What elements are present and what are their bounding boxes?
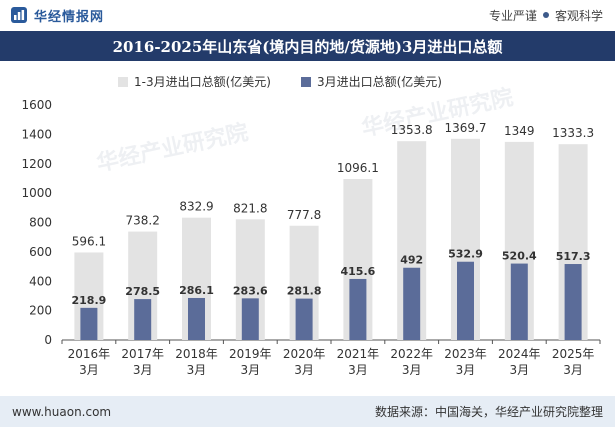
y-tick-label-7: 1400 — [21, 127, 52, 141]
bar-series2-7 — [457, 261, 474, 340]
x-tick-label-9-line2: 3月 — [563, 363, 583, 377]
bar-series2-3 — [241, 298, 259, 340]
x-tick-label-0-line1: 2016年 — [68, 347, 111, 361]
y-tick-label-3: 600 — [29, 245, 52, 259]
tagline: 专业严谨 客观科学 — [489, 7, 603, 24]
legend-item-series1: 1-3月进出口总额(亿美元) — [118, 73, 271, 90]
data-label-series2-2: 286.1 — [179, 284, 214, 297]
data-label-series1-9: 1333.3 — [552, 126, 594, 140]
bar-series2-9 — [564, 264, 582, 340]
tagline-left: 专业严谨 — [488, 8, 537, 23]
x-tick-label-7-line2: 3月 — [456, 363, 476, 377]
y-tick-label-2: 400 — [29, 274, 52, 288]
data-label-series2-9: 517.3 — [556, 250, 591, 263]
x-tick-label-0-line2: 3月 — [79, 363, 99, 377]
x-tick-label-7-line1: 2023年 — [444, 347, 487, 361]
data-label-series1-4: 777.8 — [287, 208, 321, 222]
footer-source: 数据来源：中国海关，华经产业研究院整理 — [374, 405, 603, 419]
x-tick-label-3-line1: 2019年 — [229, 347, 272, 361]
data-label-series1-5: 1096.1 — [337, 161, 379, 175]
x-tick-label-3-line2: 3月 — [240, 363, 260, 377]
x-tick-label-5-line1: 2021年 — [337, 347, 380, 361]
data-label-series1-2: 832.9 — [179, 200, 213, 214]
bar-series2-0 — [80, 307, 98, 340]
legend-item-series2: 3月进出口总额(亿美元) — [300, 73, 442, 90]
y-tick-label-5: 1000 — [21, 186, 52, 200]
x-tick-label-8-line2: 3月 — [509, 363, 529, 377]
chart-legend: 1-3月进出口总额(亿美元) 3月进出口总额(亿美元) — [118, 73, 472, 90]
top-bar: 华经情报网 专业严谨 客观科学 — [0, 0, 615, 30]
data-label-series2-5: 415.6 — [341, 265, 376, 278]
chart-title-bar: 2016-2025年山东省(境内目的地/货源地)3月进出口总额 — [0, 31, 615, 61]
legend-label-series2: 3月进出口总额(亿美元) — [316, 75, 442, 89]
footer-bar: www.huaon.com 数据来源：中国海关，华经产业研究院整理 — [0, 396, 615, 427]
y-tick-label-6: 1200 — [21, 157, 52, 171]
brand: 华经情报网 — [10, 6, 104, 25]
data-label-series1-3: 821.8 — [233, 201, 267, 215]
chart-title: 2016-2025年山东省(境内目的地/货源地)3月进出口总额 — [112, 37, 503, 56]
data-label-series1-7: 1369.7 — [445, 121, 487, 135]
data-label-series1-6: 1353.8 — [391, 123, 433, 137]
data-label-series2-3: 283.6 — [233, 284, 268, 297]
data-label-series1-8: 1349 — [504, 124, 535, 138]
bar-series2-4 — [295, 298, 313, 340]
x-tick-label-4-line1: 2020年 — [283, 347, 326, 361]
legend-swatch-series2 — [300, 76, 311, 87]
x-tick-label-4-line2: 3月 — [294, 363, 314, 377]
data-label-series2-8: 520.4 — [502, 250, 537, 263]
x-tick-label-1-line1: 2017年 — [121, 347, 164, 361]
x-tick-label-8-line1: 2024年 — [498, 347, 541, 361]
data-label-series2-6: 492 — [400, 254, 423, 267]
bar-series2-2 — [188, 297, 205, 340]
x-tick-label-2-line2: 3月 — [187, 363, 207, 377]
tagline-right: 客观科学 — [554, 8, 603, 23]
bar-series2-5 — [349, 278, 367, 340]
bar-series2-1 — [134, 299, 152, 340]
bullet-dot-icon — [542, 12, 549, 18]
legend-label-series1: 1-3月进出口总额(亿美元) — [134, 75, 271, 89]
y-tick-label-8: 1600 — [21, 98, 52, 112]
brand-name: 华经情报网 — [34, 9, 105, 25]
data-label-series2-0: 218.9 — [72, 294, 107, 307]
x-tick-label-6-line2: 3月 — [402, 363, 422, 377]
bar-series2-6 — [403, 267, 421, 340]
x-tick-label-2-line1: 2018年 — [175, 347, 218, 361]
y-tick-label-1: 200 — [29, 304, 52, 318]
footer-url: www.huaon.com — [12, 404, 112, 419]
data-label-series1-0: 596.1 — [72, 234, 106, 248]
bar-series2-8 — [510, 263, 528, 340]
data-label-series2-4: 281.8 — [287, 285, 322, 298]
data-label-series1-1: 738.2 — [126, 214, 160, 228]
data-label-series2-7: 532.9 — [448, 248, 483, 261]
data-label-series2-1: 278.5 — [125, 285, 160, 298]
bar-chart: 0 200 400 600 800 1000 1200 1400 1600 596.1 218.9 2… — [21, 98, 601, 377]
y-tick-label-4: 800 — [29, 216, 52, 230]
y-tick-label-0: 0 — [44, 333, 52, 347]
x-tick-label-1-line2: 3月 — [133, 363, 153, 377]
x-tick-label-9-line1: 2025年 — [552, 347, 595, 361]
legend-swatch-series1 — [118, 76, 128, 87]
x-tick-label-6-line1: 2022年 — [390, 347, 433, 361]
huajing-logo-icon — [11, 7, 27, 23]
x-tick-label-5-line2: 3月 — [348, 363, 368, 377]
